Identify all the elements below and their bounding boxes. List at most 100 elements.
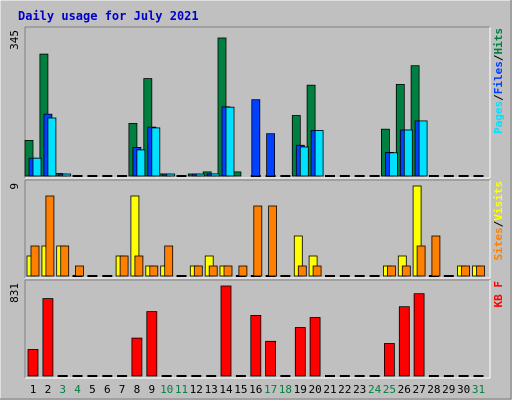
bar	[223, 265, 233, 277]
bar	[413, 293, 425, 377]
x-tick-label: 18	[279, 383, 292, 396]
bar	[60, 245, 70, 277]
x-tick-label: 1	[30, 383, 37, 396]
bar	[403, 129, 413, 177]
x-tick-label: 12	[190, 383, 203, 396]
legend-item: Visits	[492, 181, 505, 221]
legend-kbytes: KB F	[492, 281, 505, 308]
x-tick-label: 24	[368, 383, 382, 396]
legend-separator: /	[492, 54, 505, 61]
bar	[164, 245, 174, 277]
bar	[294, 327, 306, 377]
x-tick-label: 19	[294, 383, 307, 396]
legend-item: Sites	[492, 227, 505, 260]
bar	[383, 343, 395, 377]
bar	[250, 314, 262, 377]
y-max-label: 345	[8, 30, 21, 50]
legend-item: Pages	[492, 101, 505, 134]
x-tick-label: 26	[398, 383, 411, 396]
bar	[119, 255, 129, 277]
y-max-label: 9	[8, 183, 21, 190]
x-tick-label: 2	[45, 383, 52, 396]
bar	[297, 265, 307, 277]
bar	[386, 265, 396, 277]
bar	[266, 133, 276, 177]
x-tick-label: 4	[74, 383, 81, 396]
bar	[193, 265, 203, 277]
x-tick-label: 11	[175, 383, 188, 396]
x-tick-label: 6	[104, 383, 111, 396]
bar	[210, 173, 220, 177]
bar	[146, 311, 158, 377]
x-tick-label: 27	[412, 383, 425, 396]
bar	[416, 245, 426, 277]
bar	[136, 149, 146, 177]
x-tick-label: 30	[457, 383, 470, 396]
x-tick-label: 29	[442, 383, 455, 396]
bar	[30, 245, 40, 277]
bar	[265, 340, 277, 377]
x-tick-label: 20	[308, 383, 321, 396]
x-tick-label: 3	[59, 383, 66, 396]
legend-hits_files_pages: Pages/Files/Hits	[492, 28, 505, 134]
bar	[62, 173, 72, 177]
bar	[32, 157, 42, 177]
x-tick-label: 31	[472, 383, 485, 396]
bar	[299, 146, 309, 177]
bar	[238, 265, 248, 277]
bar	[268, 205, 278, 277]
panel-visits_sites: 9 Sites/Visits	[8, 179, 505, 279]
legend-item: KB F	[492, 281, 505, 308]
series-pages	[32, 106, 428, 177]
x-tick-label: 9	[148, 383, 155, 396]
bar	[253, 205, 263, 277]
bar	[225, 106, 235, 177]
series-kb-f	[27, 285, 484, 377]
bar	[208, 265, 218, 277]
chart-title: Daily usage for July 2021	[18, 9, 199, 23]
bar	[309, 317, 321, 377]
x-tick-label: 5	[89, 383, 96, 396]
bar	[42, 298, 54, 377]
bar	[131, 337, 143, 377]
legend-item: Files	[492, 61, 505, 94]
x-axis-day-labels: 1 2 3 4 5 6 7 8 9 10 11 12 13 14 15 16 17 18 19 20 21 22 23 24 2…	[30, 383, 485, 396]
bar	[220, 285, 232, 377]
x-tick-label: 22	[338, 383, 351, 396]
bar	[312, 265, 322, 277]
bar	[27, 349, 39, 377]
x-tick-label: 28	[427, 383, 440, 396]
x-tick-label: 13	[205, 383, 218, 396]
x-tick-label: 23	[353, 383, 366, 396]
bar	[134, 255, 144, 277]
panel-kbytes: 831 KB F	[8, 279, 505, 379]
bar	[166, 173, 176, 177]
bar	[418, 120, 428, 177]
legend-item: Hits	[492, 28, 505, 55]
legend-visits_sites: Sites/Visits	[492, 181, 505, 261]
x-tick-label: 25	[383, 383, 396, 396]
bar	[431, 235, 441, 277]
bar	[401, 265, 411, 277]
bar	[149, 265, 159, 277]
series-sites	[30, 195, 485, 277]
x-tick-label: 21	[323, 383, 336, 396]
legend-separator: /	[492, 220, 505, 227]
bar	[151, 127, 161, 177]
x-tick-label: 14	[219, 383, 233, 396]
bar	[461, 265, 471, 277]
x-tick-label: 8	[134, 383, 141, 396]
x-tick-label: 17	[264, 383, 277, 396]
bar	[476, 265, 485, 277]
bar	[75, 265, 84, 277]
bar	[251, 99, 261, 177]
x-tick-label: 10	[160, 383, 173, 396]
bar	[388, 152, 398, 177]
x-tick-label: 7	[119, 383, 126, 396]
legend-separator: /	[492, 94, 505, 101]
bar	[45, 195, 55, 277]
bar	[398, 306, 410, 377]
